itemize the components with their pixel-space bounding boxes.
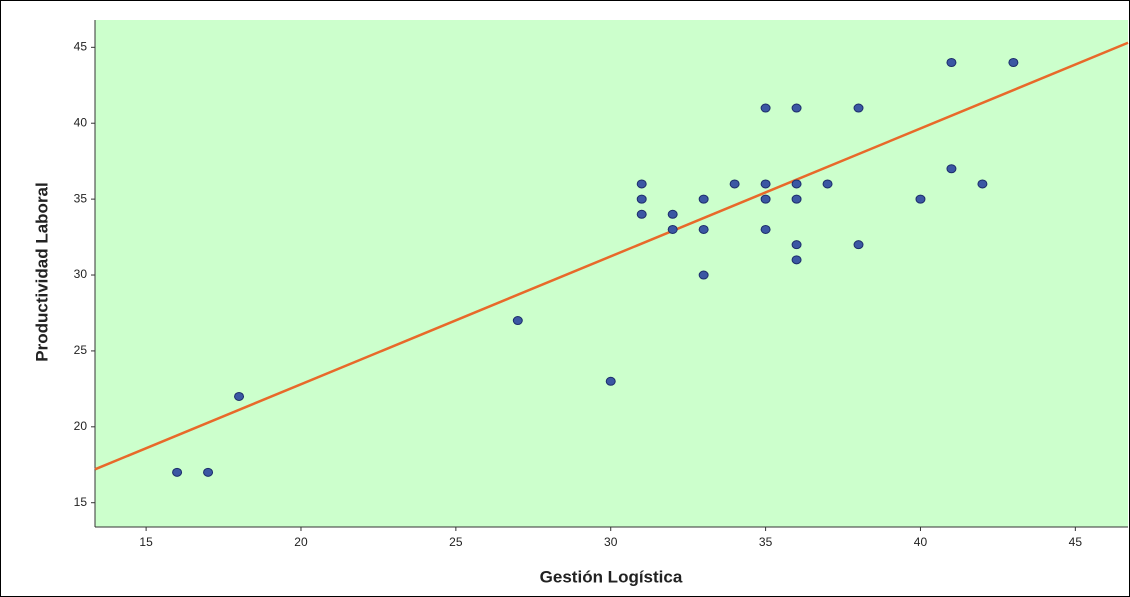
x-tick-label: 20 [294,535,308,549]
x-tick-label: 40 [914,535,928,549]
point [698,194,709,204]
point [698,270,709,280]
point [667,209,678,219]
point [791,103,802,113]
y-tick-label: 30 [74,267,88,281]
point [636,194,647,204]
x-tick-label: 15 [139,535,153,549]
fit-line [94,41,1129,471]
x-tick-label: 35 [759,535,773,549]
point [203,467,214,477]
point [853,103,864,113]
point [946,58,957,68]
y-tick-label: 15 [74,495,88,509]
y-axis-title: Productividad Laboral [32,182,51,361]
point [853,240,864,250]
point [791,179,802,189]
point [1008,58,1019,68]
point [915,194,926,204]
y-tick-label: 20 [74,419,88,433]
point [172,467,183,477]
point [760,224,771,234]
point [760,194,771,204]
point [760,103,771,113]
x-tick-label: 45 [1069,535,1083,549]
x-tick-label: 30 [604,535,618,549]
point [698,224,709,234]
y-tick-label: 35 [74,191,88,205]
plot-area [95,20,1128,527]
point [822,179,833,189]
x-tick-label: 25 [449,535,463,549]
point [760,179,771,189]
point [791,255,802,265]
y-tick-label: 45 [74,39,88,53]
y-tick-label: 25 [74,343,88,357]
point [946,164,957,174]
point [234,391,245,401]
x-axis-title: Gestión Logística [540,567,683,586]
point [636,209,647,219]
point [791,194,802,204]
point [667,224,678,234]
point [636,179,647,189]
point [791,240,802,250]
point [977,179,988,189]
point [605,376,616,386]
point [729,179,740,189]
y-tick-label: 40 [74,115,88,129]
point [512,316,523,326]
